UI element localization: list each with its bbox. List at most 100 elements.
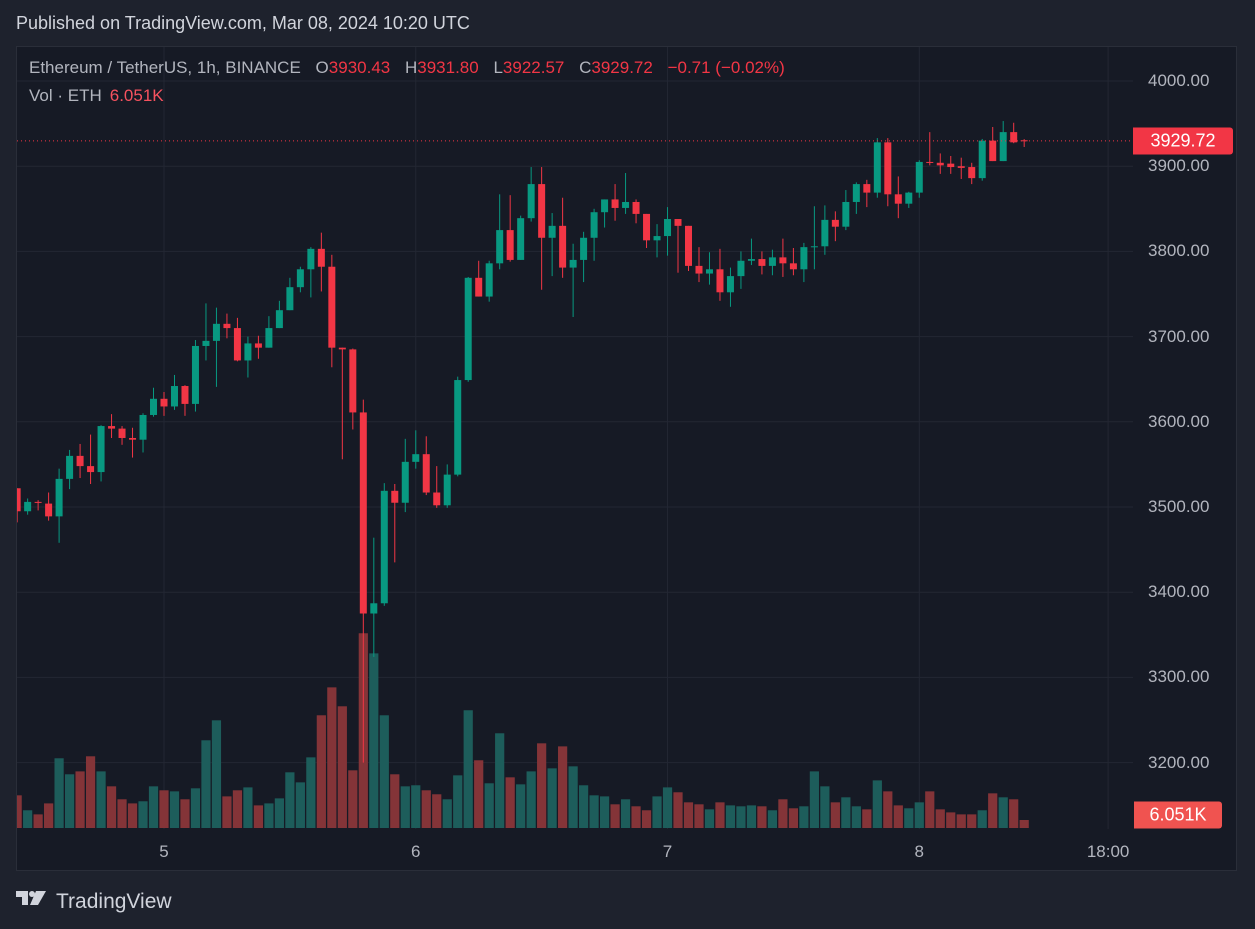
candle	[989, 127, 997, 162]
published-caption: Published on TradingView.com, Mar 08, 20…	[16, 13, 470, 33]
volume-bar	[348, 770, 358, 828]
candle	[129, 427, 137, 458]
candle-body	[643, 213, 651, 241]
candle-body	[170, 386, 178, 407]
candle	[380, 483, 388, 606]
candle-body	[160, 398, 168, 407]
tradingview-logo-icon	[16, 889, 48, 915]
candle-body	[139, 414, 147, 440]
candle	[768, 249, 776, 276]
volume-bar	[138, 801, 148, 828]
candle-body	[622, 201, 630, 208]
candle-body	[87, 466, 95, 473]
candle	[212, 307, 220, 387]
candle	[76, 443, 84, 479]
candle-body	[664, 219, 672, 237]
candle	[139, 413, 147, 453]
open-label: O	[315, 58, 329, 77]
candle	[852, 182, 860, 214]
time-axis-label: 8	[914, 842, 924, 861]
candle-body	[506, 230, 514, 260]
volume-bar	[400, 786, 410, 828]
candle-body	[108, 426, 116, 429]
candle-body	[936, 162, 944, 166]
volume-bar	[820, 786, 830, 828]
volume-bar	[264, 803, 274, 828]
candle-body	[842, 201, 850, 227]
candle-body	[947, 163, 955, 168]
candle	[66, 449, 74, 490]
candle-body	[328, 266, 336, 348]
candle	[244, 336, 252, 378]
time-axis-label: 5	[159, 842, 169, 861]
candle	[737, 251, 745, 289]
volume-bar	[872, 780, 882, 828]
candle	[800, 242, 808, 283]
candle	[496, 194, 504, 270]
tradingview-brand[interactable]: TradingView	[16, 889, 172, 915]
volume-bar	[211, 720, 222, 828]
candle	[758, 251, 766, 275]
candle-body	[338, 347, 346, 350]
candle	[915, 160, 923, 198]
volume-bar	[998, 797, 1008, 828]
volume-bar	[914, 802, 924, 828]
volume-bar	[725, 805, 736, 828]
volume-bar	[610, 804, 620, 828]
candle	[87, 434, 95, 484]
volume-bar	[442, 799, 452, 828]
candle	[45, 492, 53, 521]
candle	[517, 215, 525, 260]
volume-bar	[788, 808, 798, 828]
candle-body	[800, 247, 808, 270]
candle-body	[422, 454, 430, 493]
candle	[527, 167, 535, 222]
candle-body	[475, 277, 483, 297]
candle	[747, 238, 755, 266]
symbol-title[interactable]: Ethereum / TetherUS, 1h, BINANCE	[29, 58, 301, 77]
candle	[905, 191, 913, 208]
candle-body	[590, 212, 598, 238]
candle	[338, 347, 346, 460]
candle-body	[737, 260, 745, 277]
volume-bar	[96, 771, 106, 828]
candle-body	[852, 184, 860, 202]
volume-bar	[54, 758, 64, 828]
candle	[611, 184, 619, 221]
candle	[17, 488, 21, 523]
candle	[108, 414, 116, 438]
volume-label[interactable]: Vol · ETH	[29, 86, 102, 105]
candle	[653, 224, 661, 258]
candle-body	[412, 454, 420, 462]
candle	[632, 199, 640, 224]
candle-body	[45, 503, 53, 517]
candle-body	[978, 140, 986, 179]
volume-bar	[736, 806, 746, 828]
volume-bar	[631, 806, 641, 828]
close-value: 3929.72	[591, 58, 653, 77]
volume-bar	[505, 777, 515, 828]
candle	[1020, 139, 1028, 147]
time-axis-label: 7	[662, 842, 673, 861]
candle	[831, 211, 839, 242]
volume-bar	[977, 810, 987, 828]
volume-bar	[75, 771, 85, 828]
last-price-tag: 3929.72	[1133, 127, 1233, 155]
candles	[17, 121, 1028, 763]
candle-body	[391, 490, 399, 503]
candle-body	[307, 248, 315, 270]
volume-bar	[537, 743, 547, 828]
volume-legend: Vol · ETH 6.051K	[29, 86, 164, 106]
candle	[538, 167, 546, 290]
volume-bar	[704, 809, 715, 828]
price-axis-label: 3500.00	[1148, 497, 1210, 516]
volume-bar	[411, 785, 421, 828]
volume-bar	[159, 790, 169, 828]
candle	[433, 466, 441, 508]
high-label: H	[404, 58, 418, 77]
candle	[622, 173, 630, 214]
volume-bar	[799, 806, 809, 828]
gridlines	[17, 47, 1133, 829]
candle	[894, 176, 902, 219]
